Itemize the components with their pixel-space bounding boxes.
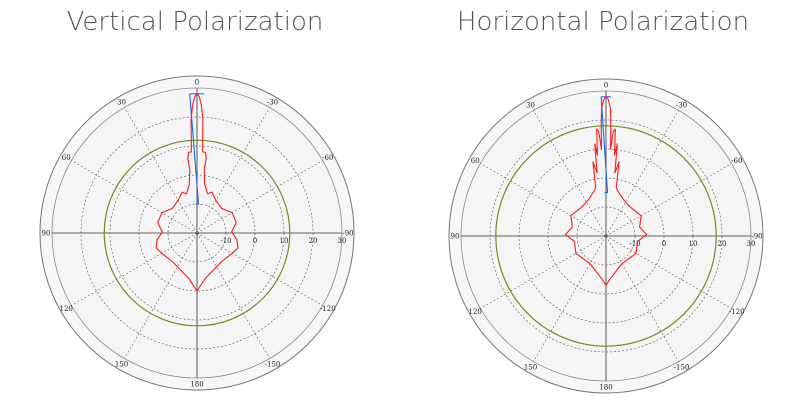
angle-tick-label: -120 xyxy=(320,305,336,313)
grid-spoke xyxy=(196,232,323,306)
grid-spoke xyxy=(533,110,607,237)
reference-circle xyxy=(495,125,717,347)
angle-tick-label: 30 xyxy=(117,99,126,107)
grid-spoke xyxy=(71,232,198,306)
radial-tick-label: 10 xyxy=(689,240,698,248)
series-line-0 xyxy=(600,96,611,194)
angle-tick-label: 90 xyxy=(42,230,51,238)
angle-tick-label: 120 xyxy=(469,308,482,316)
grid-spoke xyxy=(605,235,679,362)
angle-tick-label: 150 xyxy=(524,363,537,371)
series-line-1 xyxy=(564,96,648,286)
angle-tick-label: -60 xyxy=(322,154,333,162)
angle-tick-label: 30 xyxy=(526,102,535,110)
polar-chart-vertical: 0 -30 -60 -90 -120 -150 180 150 120 90 60 30 -10 0 10 2… xyxy=(39,75,355,391)
grid-spoke xyxy=(533,235,607,362)
grid-spoke xyxy=(196,160,323,234)
grid-spoke xyxy=(196,232,270,359)
angle-tick-label: -30 xyxy=(676,102,687,110)
reference-circle xyxy=(103,139,291,327)
series-line-0 xyxy=(189,93,205,205)
grid-spoke xyxy=(480,235,607,309)
grid-spoke xyxy=(196,107,270,234)
angle-tick-label: -150 xyxy=(265,360,281,368)
radial-tick-label: -10 xyxy=(629,240,640,248)
angle-tick-label: 90 xyxy=(451,233,460,241)
grid-spoke xyxy=(71,160,198,234)
radial-tick-label: 30 xyxy=(747,240,756,248)
radial-tick-label: 0 xyxy=(662,240,666,248)
chart-title-vertical: Vertical Polarization xyxy=(66,7,324,37)
angle-tick-label: -30 xyxy=(267,99,278,107)
grid-spoke xyxy=(605,163,732,237)
grid-spoke xyxy=(480,163,607,237)
radial-tick-label: 0 xyxy=(253,237,257,245)
radial-tick-label: 30 xyxy=(338,237,347,245)
radial-tick-label: 20 xyxy=(309,237,318,245)
chart-title-horizontal: Horizontal Polarization xyxy=(456,7,750,37)
polar-chart-horizontal: 0 -30 -60 -90 -120 -150 180 150 120 90 60 30 -10 0 10 2… xyxy=(448,78,764,394)
angle-tick-label: 60 xyxy=(471,157,480,165)
angle-tick-label: 150 xyxy=(115,360,128,368)
angle-tick-label: 180 xyxy=(190,381,203,389)
grid-spoke xyxy=(605,110,679,237)
grid-spoke xyxy=(605,235,732,309)
angle-tick-label: -60 xyxy=(731,157,742,165)
radial-tick-label: -10 xyxy=(220,237,231,245)
angle-tick-label: 60 xyxy=(62,154,71,162)
angle-tick-label: -120 xyxy=(729,308,745,316)
series-line-1 xyxy=(155,93,239,292)
radial-tick-label: 10 xyxy=(280,237,289,245)
angle-tick-label: 180 xyxy=(599,384,612,392)
angle-tick-label: 120 xyxy=(60,305,73,313)
angle-tick-label: 0 xyxy=(604,82,608,90)
angle-tick-label: -90 xyxy=(751,233,762,241)
angle-tick-label: -150 xyxy=(674,363,690,371)
grid-spoke xyxy=(124,107,198,234)
grid-spoke xyxy=(124,232,198,359)
angle-tick-label: 0 xyxy=(195,79,199,87)
angle-tick-label: -90 xyxy=(342,230,353,238)
radial-tick-label: 20 xyxy=(718,240,727,248)
